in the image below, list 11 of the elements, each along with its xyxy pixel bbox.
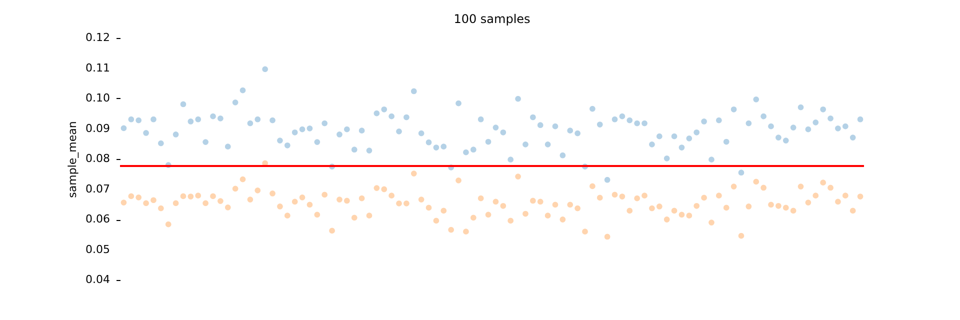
y-tick-label: 0.07 (86, 182, 110, 196)
y-tick-label: 0.06 (86, 212, 110, 226)
y-tick-label: 0.04 (86, 273, 110, 286)
y-tick-label: 0.09 (86, 122, 110, 135)
y-tick-label: 0.12 (86, 31, 110, 44)
y-axis-title: sample_mean (66, 121, 79, 198)
y-tick-label: 0.05 (86, 242, 110, 256)
chart-title: 100 samples (454, 12, 530, 26)
y-tick-label: 0.08 (86, 152, 110, 165)
y-tick-label: 0.10 (86, 92, 110, 104)
y-tick-label: 0.11 (86, 61, 110, 74)
